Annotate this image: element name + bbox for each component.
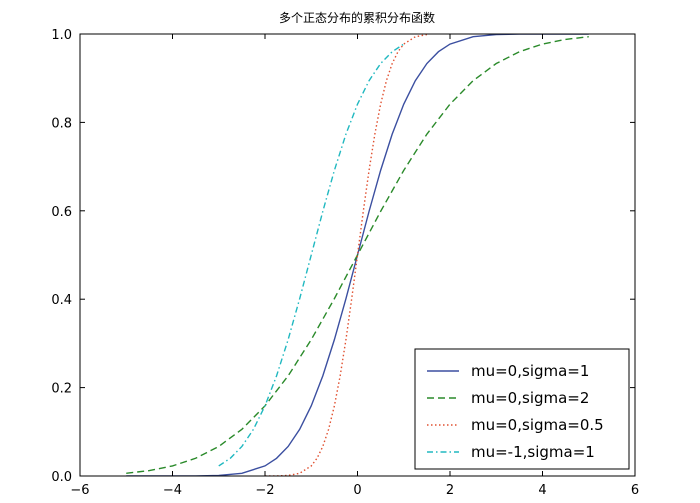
x-tick-label: 2: [446, 483, 454, 498]
legend: mu=0,sigma=1 mu=0,sigma=2 mu=0,sigma=0.5 mu…: [414, 348, 630, 470]
legend-label: mu=-1,sigma=1: [471, 443, 595, 461]
series-line-1: [126, 36, 589, 474]
x-tick-label: −6: [70, 483, 89, 498]
chart-title: 多个正态分布的累积分布函数: [279, 10, 435, 25]
y-tick-label: 0.8: [51, 116, 72, 131]
legend-label: mu=0,sigma=0.5: [471, 416, 604, 434]
x-tick-label: 6: [631, 483, 639, 498]
x-tick-label: 4: [538, 483, 546, 498]
y-tick-label: 1.0: [51, 28, 72, 43]
x-tick-label: −2: [255, 483, 274, 498]
legend-box: [414, 348, 630, 470]
y-tick-label: 0.0: [51, 470, 72, 485]
legend-label: mu=0,sigma=1: [471, 362, 589, 380]
legend-label: mu=0,sigma=2: [471, 389, 589, 407]
y-tick-label: 0.2: [51, 382, 72, 397]
series-line-3: [218, 43, 405, 467]
y-tick-label: 0.6: [51, 205, 72, 220]
series-line-2: [264, 34, 428, 476]
x-tick-label: 0: [353, 483, 361, 498]
x-tick-label: −4: [163, 483, 182, 498]
y-tick-label: 0.4: [51, 293, 72, 308]
